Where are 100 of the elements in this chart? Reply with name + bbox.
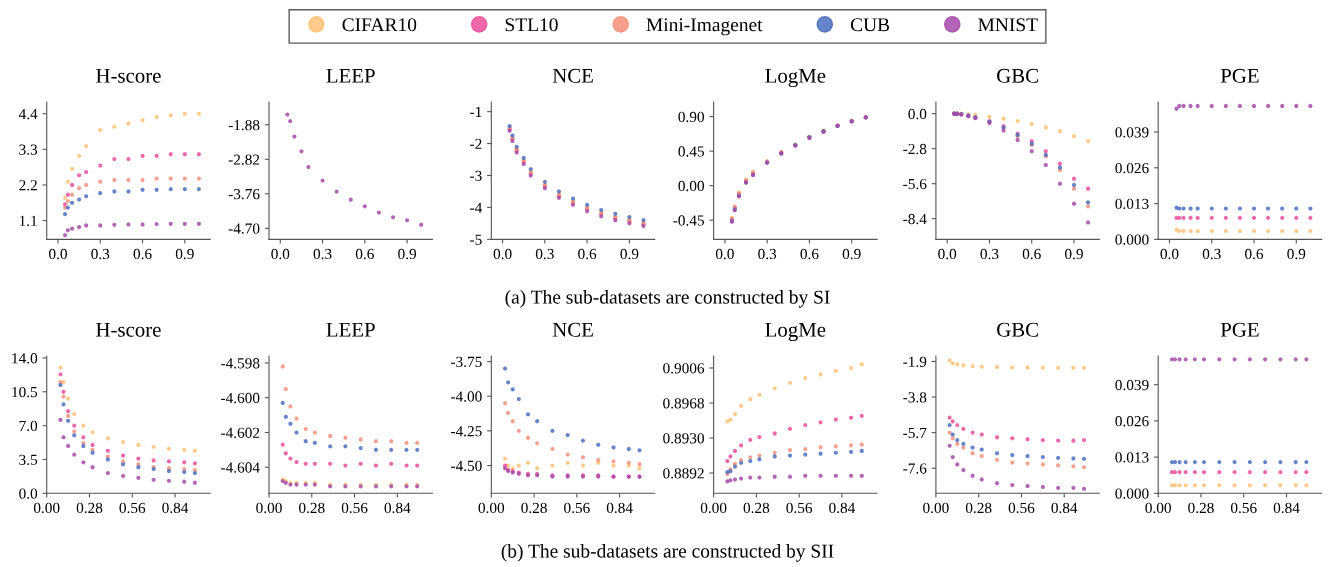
- x-tick-label: 0.3: [313, 248, 332, 260]
- x-tick-label: 0.00: [33, 502, 60, 514]
- y-tick-label: -4: [470, 202, 483, 213]
- x-tick-label: 0.0: [938, 248, 957, 260]
- x-tick-label: 0.0: [715, 248, 734, 260]
- x-tick-label: 0.3: [91, 248, 110, 260]
- x-tick-label: 0.3: [1202, 248, 1221, 260]
- x-tick-label: 0.6: [1022, 248, 1041, 260]
- x-tick-label: 0.56: [341, 502, 368, 514]
- y-tick-label: -5: [470, 234, 482, 245]
- y-tick-label: 1.1: [19, 215, 37, 227]
- chart-title: H-score: [96, 68, 161, 83]
- y-tick-label: 2.2: [19, 180, 37, 191]
- x-tick-label: 0.3: [980, 248, 999, 260]
- chart-title: NCE: [552, 322, 593, 337]
- y-tick-label: 0.039: [1115, 127, 1149, 138]
- y-tick-label: 0.0: [908, 108, 927, 120]
- y-tick-label: 0.9006: [663, 363, 705, 374]
- x-tick-label: 0.84: [1273, 502, 1300, 514]
- x-tick-label: 0.28: [299, 502, 325, 514]
- y-tick-label: -1.88: [228, 119, 260, 131]
- x-tick-label: 0.56: [119, 502, 146, 514]
- chart-title: GBC: [997, 322, 1038, 337]
- y-tick-label: 0.026: [1115, 162, 1149, 174]
- chart-title: LogMe: [765, 68, 826, 88]
- x-tick-label: 0.56: [1230, 502, 1257, 514]
- x-tick-label: 0.0: [49, 248, 67, 260]
- y-tick-label: -4.600: [221, 392, 260, 404]
- y-tick-label: -0.45: [673, 215, 704, 226]
- y-tick-label: -4.602: [221, 427, 260, 438]
- y-tick-label: -3.75: [451, 356, 482, 368]
- x-tick-label: 0.6: [355, 248, 374, 260]
- x-tick-label: 0.9: [620, 248, 639, 260]
- y-tick-label: -5.6: [903, 178, 927, 190]
- y-tick-label: 0.0: [19, 488, 38, 499]
- x-tick-label: 0.84: [162, 502, 189, 514]
- chart-title: LogMe: [765, 322, 826, 342]
- y-tick-label: 0.000: [1115, 234, 1149, 245]
- legend-label: Mini-Imagenet: [646, 18, 763, 36]
- x-tick-label: 0.00: [700, 502, 727, 514]
- y-tick-label: -5.7: [903, 427, 927, 439]
- chart-title: LEEP: [326, 322, 375, 337]
- x-tick-label: 0.3: [758, 248, 777, 260]
- x-tick-label: 0.6: [1245, 248, 1264, 260]
- chart-title: GBC: [997, 68, 1038, 83]
- y-tick-label: -1.9: [903, 356, 927, 367]
- y-tick-label: -4.598: [221, 358, 260, 369]
- y-tick-label: 0.026: [1115, 416, 1149, 427]
- y-tick-label: 0.45: [678, 146, 704, 157]
- chart-title: PGE: [1220, 322, 1259, 337]
- x-tick-label: 0.9: [1287, 248, 1306, 260]
- x-tick-label: 0.00: [1145, 502, 1171, 514]
- y-tick-label: 14.0: [12, 353, 38, 364]
- y-tick-label: 0.013: [1115, 452, 1149, 463]
- y-tick-label: -4.70: [228, 223, 260, 234]
- x-tick-label: 0.84: [829, 502, 856, 514]
- y-tick-label: 3.3: [19, 144, 38, 155]
- y-tick-label: -2.82: [228, 154, 260, 165]
- chart-title: NCE: [552, 68, 593, 83]
- y-tick-label: -3: [470, 170, 482, 181]
- x-tick-label: 0.9: [175, 248, 194, 260]
- chart-title: LEEP: [326, 68, 375, 83]
- x-tick-label: 0.00: [256, 502, 282, 514]
- x-tick-label: 0.0: [493, 248, 512, 260]
- y-tick-label: -4.604: [221, 462, 260, 473]
- legend-label: STL10: [505, 18, 558, 32]
- x-tick-label: 0.28: [521, 502, 547, 514]
- text: (b) The sub-datasets are constructed by SII: [501, 543, 834, 562]
- x-tick-label: 0.84: [1051, 502, 1078, 514]
- y-tick-label: 0.00: [678, 180, 704, 192]
- y-tick-label: -4.00: [451, 391, 482, 402]
- y-tick-label: 0.8892: [663, 468, 704, 479]
- x-tick-label: 0.9: [398, 248, 417, 260]
- x-tick-label: 0.84: [606, 502, 633, 514]
- chart-title: H-score: [96, 322, 161, 337]
- x-tick-label: 0.0: [1160, 248, 1179, 260]
- y-tick-label: 0.000: [1115, 488, 1149, 499]
- text: (a) The sub-datasets are constructed by SI: [505, 290, 830, 308]
- x-tick-label: 0.6: [800, 248, 819, 260]
- legend-label: CUB: [850, 18, 890, 32]
- y-tick-label: -4.25: [451, 426, 482, 437]
- x-tick-label: 0.84: [384, 502, 411, 514]
- x-tick-label: 0.00: [923, 502, 949, 514]
- legend-label: CIFAR10: [342, 18, 417, 32]
- x-tick-label: 0.6: [133, 248, 152, 260]
- y-tick-label: -4.50: [451, 460, 482, 472]
- x-tick-label: 0.6: [578, 248, 597, 260]
- x-tick-label: 0.0: [271, 248, 290, 260]
- y-tick-label: -2: [470, 138, 482, 149]
- y-tick-label: 3.5: [19, 454, 38, 465]
- y-tick-label: -3.8: [903, 392, 927, 403]
- y-tick-label: -1: [470, 106, 482, 117]
- x-tick-label: 0.3: [535, 248, 554, 260]
- y-tick-label: 4.4: [18, 108, 38, 120]
- x-tick-label: 0.56: [1008, 502, 1035, 514]
- y-tick-label: 0.8930: [663, 433, 704, 444]
- x-tick-label: 0.9: [842, 248, 861, 260]
- x-tick-label: 0.28: [743, 502, 770, 514]
- x-tick-label: 0.56: [564, 502, 590, 514]
- x-tick-label: 0.28: [965, 502, 992, 514]
